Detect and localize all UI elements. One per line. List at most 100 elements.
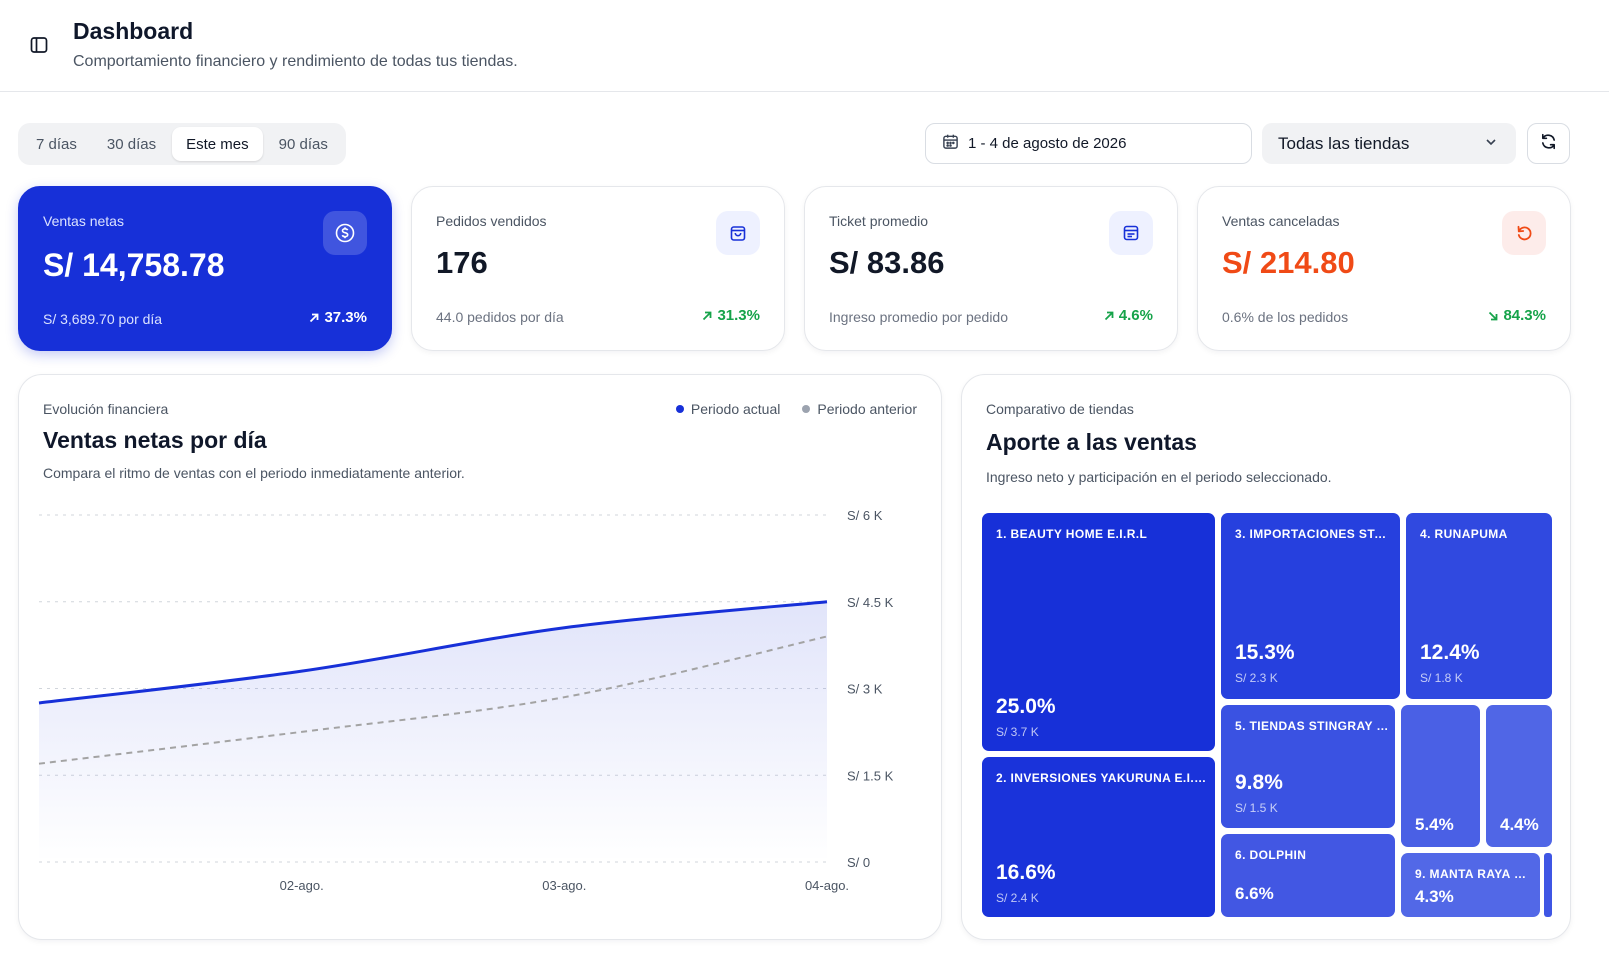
range-tabs: 7 días 30 días Este mes 90 días [18,123,346,165]
kpi-delta-value: 31.3% [717,307,760,324]
tab-90-dias[interactable]: 90 días [278,135,328,153]
tab-30-dias[interactable]: 30 días [106,135,157,153]
date-range-value: 1 - 4 de agosto de 2026 [968,135,1127,152]
kpi-delta: 31.3% [701,307,760,324]
tile-name: 6. DOLPHIN [1235,848,1307,862]
store-select-value: Todas las tiendas [1278,133,1410,153]
sales-chart-card: Evolución financiera Ventas netas por dí… [18,374,942,940]
y-tick-label: S/ 3 K [847,682,883,697]
sales-line-chart: S/ 0 S/ 1.5 K S/ 3 K S/ 4.5 K S/ 6 K 02-ago.… [38,508,894,893]
chevron-down-icon [1484,134,1498,154]
treemap-tile[interactable]: 4.4% [1486,705,1552,847]
tile-amount: S/ 2.3 K [1235,671,1278,685]
refresh-button[interactable] [1527,123,1570,164]
treemap-tile[interactable]: 9. MANTA RAYA E.I... 4.3% [1401,853,1540,917]
tile-percent: 4.3% [1415,887,1454,906]
refresh-icon [1539,132,1558,156]
kpi-delta: 37.3% [308,309,367,326]
stores-contribution-card: Comparativo de tiendas Aporte a las vent… [961,374,1571,940]
kpi-value: S/ 14,758.78 [43,247,225,283]
x-tick-label: 04-ago. [805,878,849,893]
y-tick-label: S/ 0 [847,855,870,870]
treemap-tile-small[interactable] [1544,853,1552,917]
x-tick-label: 02-ago. [280,878,324,893]
tab-este-mes[interactable]: Este mes [172,127,263,161]
y-tick-label: S/ 1.5 K [847,768,894,783]
arrow-up-right-icon [310,313,319,322]
kpi-value: S/ 214.80 [1222,245,1355,280]
store-select[interactable]: Todas las tiendas [1262,123,1516,164]
tile-percent: 9.8% [1235,771,1283,794]
y-tick-label: S/ 6 K [847,508,883,523]
tab-7-dias[interactable]: 7 días [36,135,77,153]
treemap-tile[interactable]: 2. INVERSIONES YAKURUNA E.I.R... 16.6% S… [982,757,1215,917]
tile-percent: 5.4% [1415,815,1454,834]
kpi-label: Ventas netas [43,213,124,229]
legend-dot [675,405,684,413]
treemap-tile[interactable]: 5.4% [1401,705,1480,847]
legend-item-current: Periodo actual [675,401,781,417]
tile-percent: 25.0% [996,695,1056,718]
treemap-tile[interactable]: 3. IMPORTACIONES STARF 15.3% S/ 2.3 K [1221,513,1400,699]
arrow-down-right-icon [1489,311,1498,320]
sidebar-toggle-icon[interactable] [26,32,52,58]
page-subtitle: Comportamiento financiero y rendimiento … [73,53,518,70]
kpi-delta: 84.3% [1487,307,1546,324]
page-title: Dashboard [73,18,194,44]
date-range-picker[interactable]: 1 - 4 de agosto de 2026 [925,123,1252,164]
calendar-icon [942,133,959,154]
y-tick-label: S/ 4.5 K [847,595,894,610]
arrow-up-right-icon [703,311,712,320]
kpi-ventas-netas: Ventas netas S/ 14,758.78 S/ 3,689.70 po… [18,186,392,351]
x-tick-label: 03-ago. [542,878,586,893]
kpi-delta-value: 84.3% [1503,307,1546,324]
tile-percent: 4.4% [1500,815,1539,834]
dollar-circle-icon [323,211,367,255]
card-eyebrow: Comparativo de tiendas [986,401,1134,417]
chart-legend: Periodo actual Periodo anterior [675,401,917,417]
treemap-tile[interactable]: 6. DOLPHIN 6.6% [1221,834,1395,917]
receipt-icon [1109,211,1153,255]
treemap-tile[interactable]: 5. TIENDAS STINGRAY E... 9.8% S/ 1.5 K [1221,705,1395,828]
card-description: Compara el ritmo de ventas con el period… [43,465,465,481]
kpi-foot: S/ 3,689.70 por día [43,311,163,327]
kpi-label: Ticket promedio [829,213,929,229]
tile-name: 5. TIENDAS STINGRAY E... [1235,719,1389,733]
tile-name: 1. BEAUTY HOME E.I.R.L [996,527,1148,541]
undo-icon [1502,211,1546,255]
kpi-delta: 4.6% [1103,307,1153,324]
legend-label: Periodo anterior [817,401,917,417]
treemap-tile[interactable]: 4. RUNAPUMA 12.4% S/ 1.8 K [1406,513,1552,699]
tile-name: 9. MANTA RAYA E.I... [1415,867,1534,881]
tile-percent: 12.4% [1420,641,1480,664]
kpi-ticket-promedio: Ticket promedio S/ 83.86 Ingreso promedi… [804,186,1178,351]
kpi-value: 176 [436,245,488,280]
card-title: Ventas netas por día [43,427,267,453]
card-eyebrow: Evolución financiera [43,401,169,417]
kpi-foot: 44.0 pedidos por día [436,309,564,325]
current-series-line [38,600,828,705]
kpi-label: Ventas canceladas [1222,213,1340,229]
kpi-foot: 0.6% de los pedidos [1222,309,1349,325]
kpi-label: Pedidos vendidos [436,213,547,229]
tile-amount: S/ 1.5 K [1235,801,1278,815]
kpi-delta-value: 4.6% [1118,307,1153,324]
kpi-delta-value: 37.3% [324,309,367,326]
tile-amount: S/ 1.8 K [1420,671,1463,685]
tile-amount: S/ 3.7 K [996,725,1039,739]
stores-treemap: 1. BEAUTY HOME E.I.R.L 25.0% S/ 3.7 K 2.… [962,375,1570,939]
tile-name: 4. RUNAPUMA [1420,527,1508,541]
tile-percent: 15.3% [1235,641,1295,664]
tile-name: 3. IMPORTACIONES STARF [1235,527,1394,541]
kpi-value: S/ 83.86 [829,245,945,280]
legend-dot [802,405,811,413]
kpi-pedidos-vendidos: Pedidos vendidos 176 44.0 pedidos por dí… [411,186,785,351]
current-series-area [39,601,827,862]
treemap-tile[interactable]: 1. BEAUTY HOME E.I.R.L 25.0% S/ 3.7 K [982,513,1215,751]
tile-percent: 16.6% [996,861,1056,884]
legend-label: Periodo actual [690,401,781,417]
kpi-ventas-canceladas: Ventas canceladas S/ 214.80 0.6% de los … [1197,186,1571,351]
tile-amount: S/ 2.4 K [996,891,1039,905]
legend-item-previous: Periodo anterior [802,401,917,417]
tile-name: 2. INVERSIONES YAKURUNA E.I.R... [996,771,1209,785]
